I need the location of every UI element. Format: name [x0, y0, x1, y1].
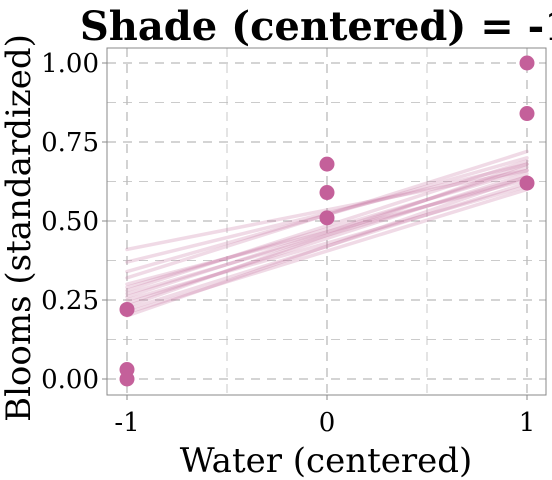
data-point	[119, 301, 135, 317]
posterior-line	[125, 165, 529, 299]
y-tick-label: 1.00	[41, 49, 99, 79]
x-axis-title: Water (centered)	[180, 441, 473, 480]
data-point	[319, 210, 335, 226]
posterior-line	[125, 181, 529, 312]
data-point	[119, 371, 135, 387]
posterior-line	[125, 171, 529, 305]
y-axis-title: Blooms (standardized)	[0, 34, 39, 422]
y-tick-label: 0.50	[41, 207, 99, 237]
posterior-line	[125, 159, 529, 293]
x-tick-label: 1	[519, 408, 536, 438]
axes: 0.00 0.25 0.50 0.75 1.00 -1 0 1	[41, 47, 547, 438]
y-tick-label: 0.75	[41, 128, 99, 158]
y-tick-label: 0.25	[41, 286, 99, 316]
grid	[107, 48, 546, 395]
posterior-line	[125, 175, 529, 318]
data-point	[519, 55, 535, 71]
y-tick-label: 0.00	[41, 365, 99, 395]
data-point	[519, 175, 535, 191]
posterior-line	[125, 168, 529, 290]
data-point	[319, 156, 335, 172]
posterior-line	[125, 162, 529, 309]
data-point	[319, 185, 335, 201]
posterior-line	[125, 168, 529, 252]
data-point	[519, 106, 535, 122]
posterior-line	[125, 187, 529, 315]
x-tick-label: 0	[319, 408, 336, 438]
posterior-line	[125, 178, 529, 286]
posterior-line	[125, 184, 529, 302]
data-points	[119, 55, 535, 387]
posterior-line	[125, 175, 529, 296]
chart-title: Shade (centered) = -1	[80, 3, 552, 50]
x-tick-label: -1	[114, 408, 139, 438]
